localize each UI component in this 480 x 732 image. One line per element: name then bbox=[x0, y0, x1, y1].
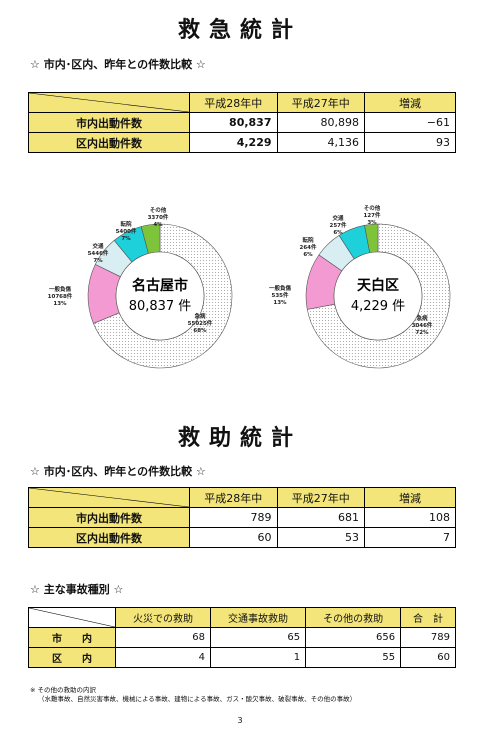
emergency-subtitle: ☆ 市内･区内、昨年との件数比較 ☆ bbox=[30, 58, 206, 71]
table-row: 市内出動件数 789 681 108 bbox=[28, 507, 456, 528]
cell-h28: 60 bbox=[189, 527, 278, 548]
rescue-title: 救助統計 bbox=[177, 426, 302, 451]
cell-total: 60 bbox=[400, 647, 456, 668]
slice-label: 急病 55025件 68% bbox=[188, 312, 213, 334]
slice-label: 急病 3046件 72% bbox=[412, 314, 433, 336]
donut-center-value: 80,837 件 bbox=[129, 299, 192, 314]
header-h28: 平成28年中 bbox=[189, 487, 278, 508]
row-label: 市内出動件数 bbox=[28, 507, 190, 528]
donut-center-label: 名古屋市 bbox=[132, 277, 188, 294]
header-fire: 火災での救助 bbox=[114, 607, 212, 628]
diagonal-header-cell bbox=[28, 607, 116, 628]
diagonal-header-cell bbox=[28, 487, 190, 508]
cell-h28: 80,837 bbox=[189, 112, 278, 133]
row-label: 区内出動件数 bbox=[28, 132, 190, 153]
cell-h28: 4,229 bbox=[189, 132, 278, 153]
table-header-row: 平成28年中 平成27年中 増減 bbox=[28, 487, 456, 508]
header-traffic: 交通事故救助 bbox=[210, 607, 307, 628]
row-label: 区内出動件数 bbox=[28, 527, 190, 548]
table-header-row: 平成28年中 平成27年中 増減 bbox=[28, 92, 456, 113]
accident-table: 火災での救助 交通事故救助 その他の救助 合 計 市 内 68 65 656 7… bbox=[28, 607, 456, 668]
table-row: 市内出動件数 80,837 80,898 −61 bbox=[28, 112, 456, 133]
table-header-row: 火災での救助 交通事故救助 その他の救助 合 計 bbox=[28, 607, 456, 628]
header-diff: 増減 bbox=[364, 92, 456, 113]
cell-other: 55 bbox=[305, 647, 402, 668]
header-other: その他の救助 bbox=[305, 607, 402, 628]
cell-h28: 789 bbox=[189, 507, 278, 528]
cell-total: 789 bbox=[400, 627, 456, 648]
diagonal-header-cell bbox=[28, 92, 190, 113]
cell-diff: 108 bbox=[364, 507, 456, 528]
slice-label: 交通 5446件 7% bbox=[88, 242, 109, 264]
page-number: 3 bbox=[237, 716, 243, 725]
header-h27: 平成27年中 bbox=[276, 92, 365, 113]
emergency-title: 救急統計 bbox=[177, 18, 302, 43]
cell-diff: −61 bbox=[364, 112, 456, 133]
cell-h27: 80,898 bbox=[276, 112, 365, 133]
emergency-table: 平成28年中 平成27年中 増減 市内出動件数 80,837 80,898 −6… bbox=[28, 92, 456, 153]
footnote-detail: （水難事故、自然災害事故、機械による事故、建物による事故、ガス・酸欠事故、破裂事… bbox=[38, 695, 357, 703]
cell-diff: 7 bbox=[364, 527, 456, 548]
slice-label: 一般負傷 535件 13% bbox=[269, 284, 292, 306]
cell-fire: 4 bbox=[114, 647, 212, 668]
footnote-title: ※ その他の救助の内訳 bbox=[30, 686, 97, 694]
slice-label: 交通 257件 6% bbox=[330, 214, 347, 236]
cell-other: 656 bbox=[305, 627, 402, 648]
header-diff: 増減 bbox=[364, 487, 456, 508]
cell-traffic: 1 bbox=[210, 647, 307, 668]
cell-fire: 68 bbox=[114, 627, 212, 648]
cell-traffic: 65 bbox=[210, 627, 307, 648]
cell-h27: 4,136 bbox=[276, 132, 365, 153]
row-label: 市内出動件数 bbox=[28, 112, 190, 133]
header-total: 合 計 bbox=[400, 607, 456, 628]
table-row: 市 内 68 65 656 789 bbox=[28, 627, 456, 648]
table-row: 区内出動件数 60 53 7 bbox=[28, 527, 456, 548]
header-h27: 平成27年中 bbox=[276, 487, 365, 508]
nagoya-donut-chart: 名古屋市 80,837 件急病 55025件 68% 一般負傷 10768件 13% 交通 54… bbox=[48, 206, 233, 369]
header-h28: 平成28年中 bbox=[189, 92, 278, 113]
slice-label: 一般負傷 10768件 13% bbox=[48, 285, 73, 307]
slice-label: その他 127件 3% bbox=[364, 204, 381, 226]
cell-diff: 93 bbox=[364, 132, 456, 153]
donut-center-value: 4,229 件 bbox=[351, 299, 405, 314]
donut-center-label: 天白区 bbox=[357, 277, 399, 294]
accident-subtitle: ☆ 主な事故種別 ☆ bbox=[30, 583, 124, 596]
rescue-table: 平成28年中 平成27年中 増減 市内出動件数 789 681 108 区内出動… bbox=[28, 487, 456, 548]
slice-label: 転院 264件 6% bbox=[300, 236, 317, 258]
rescue-subtitle: ☆ 市内･区内、昨年との件数比較 ☆ bbox=[30, 465, 206, 478]
cell-h27: 681 bbox=[276, 507, 365, 528]
table-row: 区 内 4 1 55 60 bbox=[28, 647, 456, 668]
slice-label: その他 3370件 4% bbox=[148, 206, 169, 228]
table-row: 区内出動件数 4,229 4,136 93 bbox=[28, 132, 456, 153]
cell-h27: 53 bbox=[276, 527, 365, 548]
row-label: 区 内 bbox=[28, 647, 116, 668]
footnote: ※ その他の救助の内訳 （水難事故、自然災害事故、機械による事故、建物による事故… bbox=[30, 686, 356, 704]
slice-label: 転院 5400件 7% bbox=[116, 220, 137, 242]
row-label: 市 内 bbox=[28, 627, 116, 648]
tenpaku-donut-chart: 天白区 4,229 件急病 3046件 72% 一般負傷 535件 13% 転院 264件 6% 交… bbox=[269, 204, 451, 369]
